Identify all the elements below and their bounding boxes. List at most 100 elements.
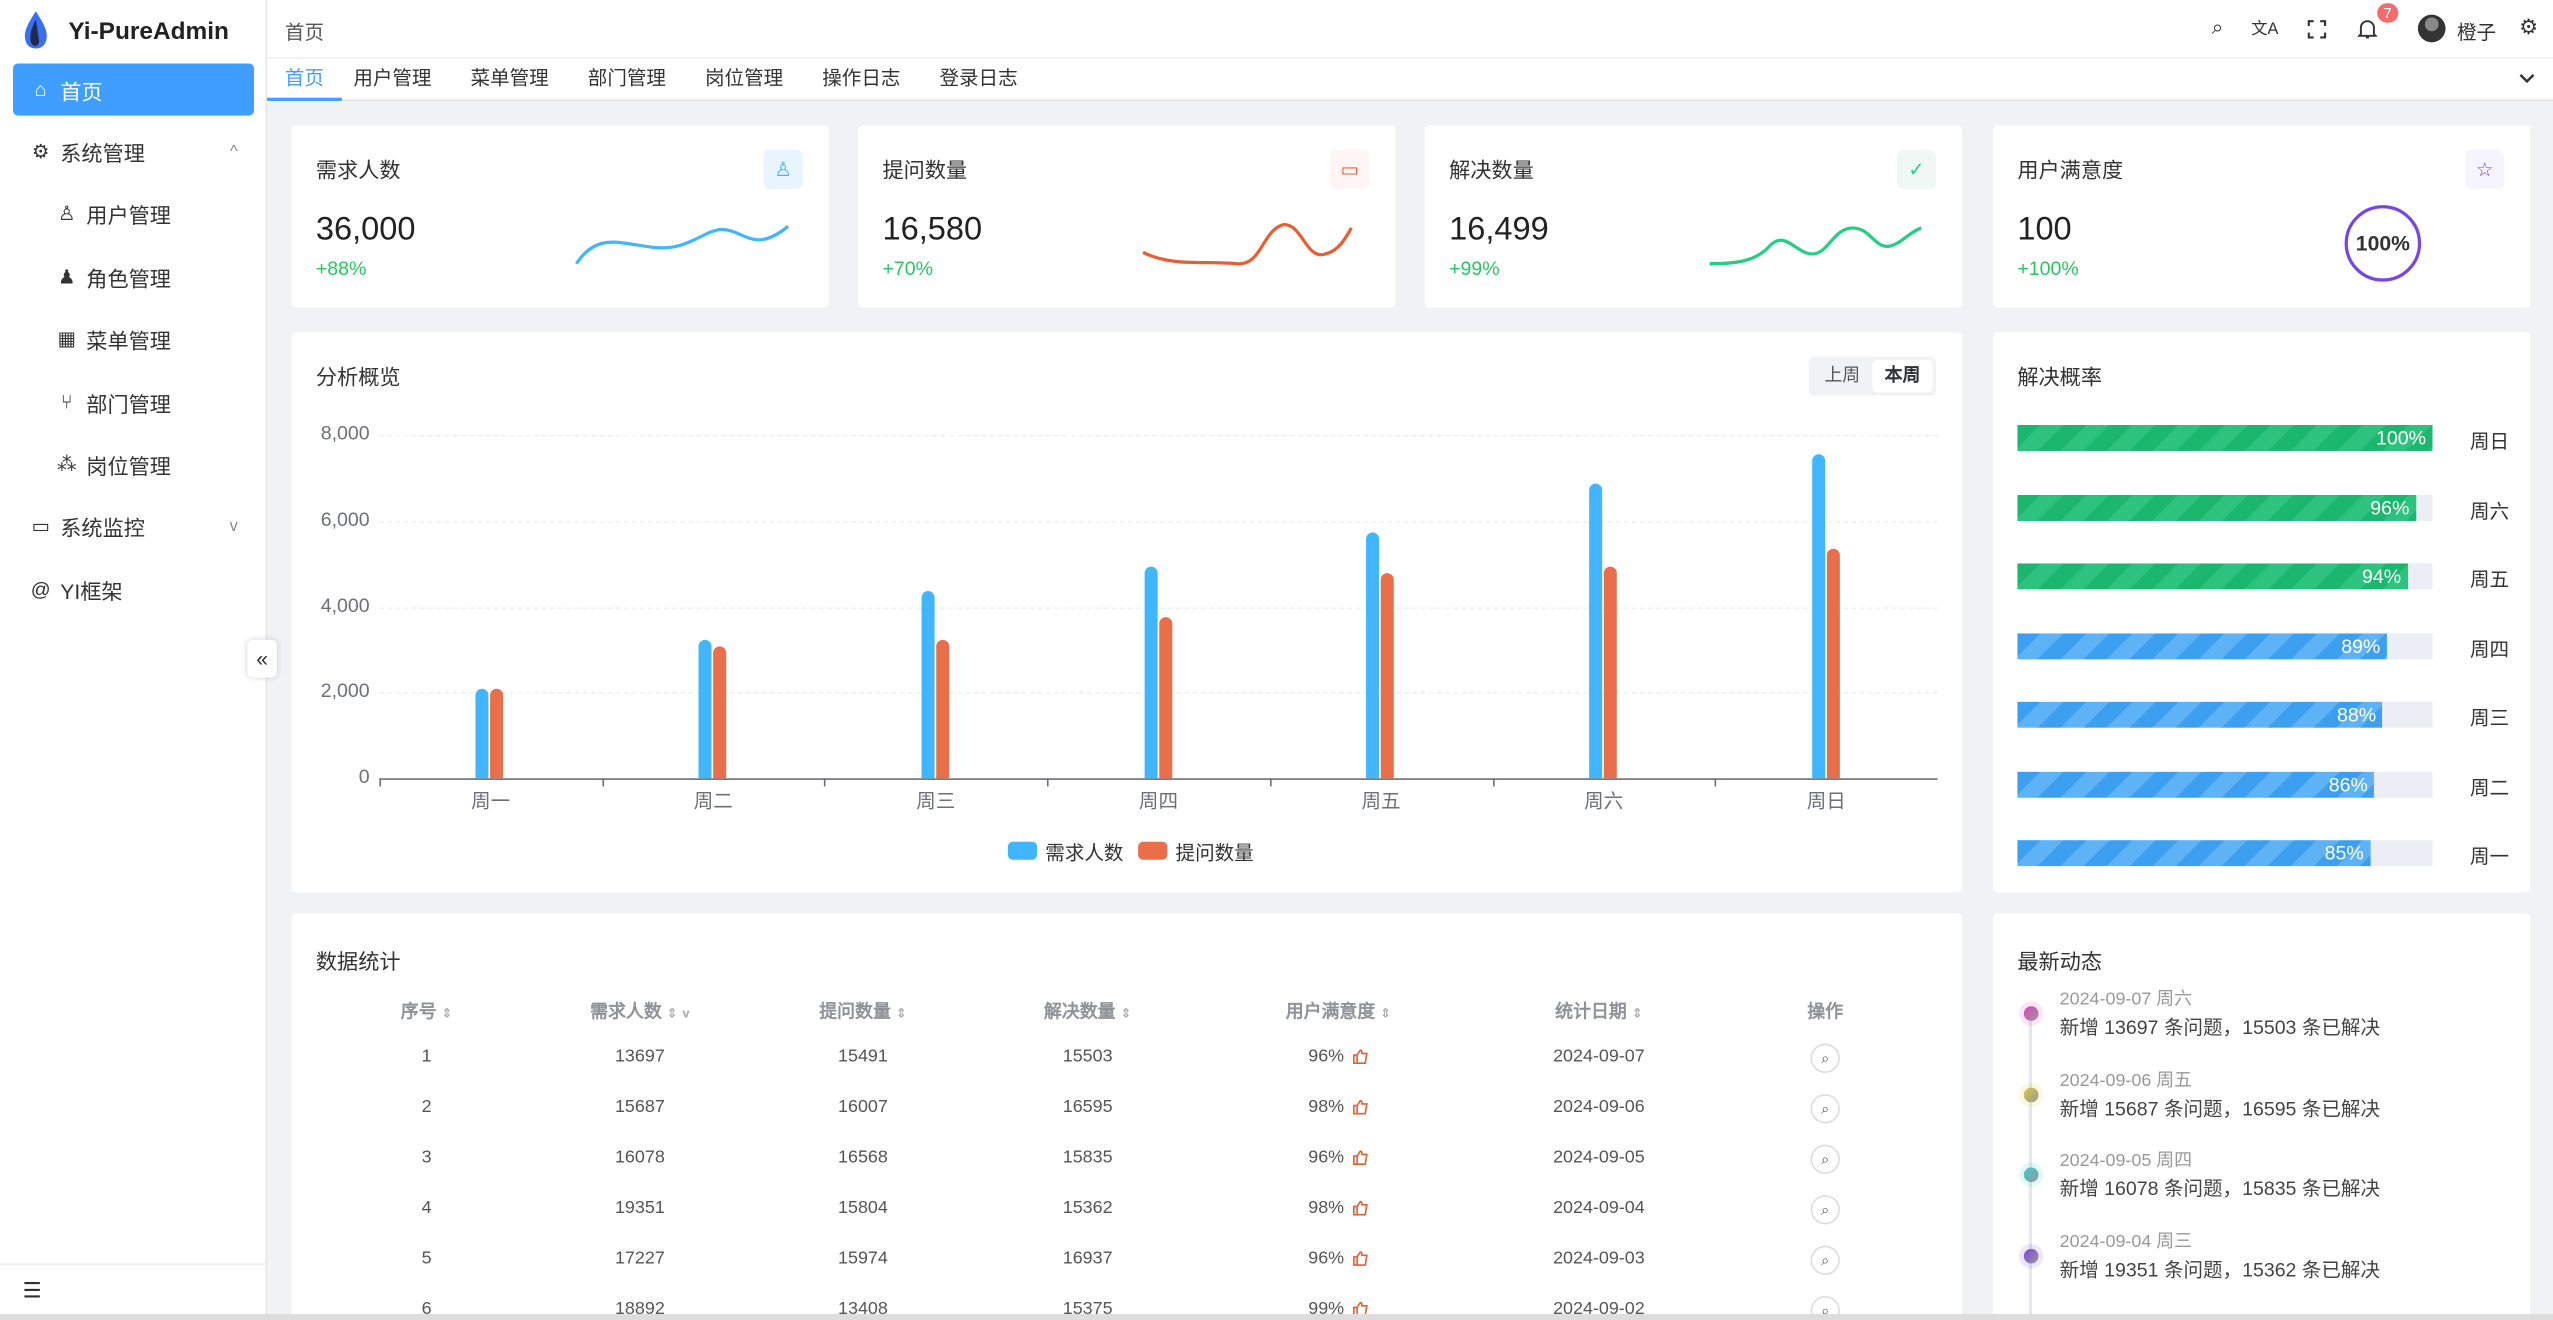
stat-title: 需求人数 (315, 157, 401, 183)
view-button[interactable]: ⌕ (1810, 1144, 1840, 1174)
sidebar-item-roles[interactable]: ♟ 角色管理 (13, 251, 254, 303)
filter-chevron-icon[interactable]: v (682, 1006, 690, 1021)
sort-icon[interactable]: ⇕ (666, 1006, 678, 1021)
tab-users[interactable]: 用户管理 (353, 66, 432, 90)
week-segmented: 上周 本周 (1808, 356, 1936, 396)
view-button[interactable]: ⌕ (1810, 1094, 1840, 1124)
bar-questions[interactable] (1603, 566, 1617, 779)
bar-questions[interactable] (1381, 573, 1395, 779)
bar-demand[interactable] (1588, 483, 1603, 779)
sidebar-item-system[interactable]: ⚙ 系统管理 ^ (13, 125, 254, 177)
column-header[interactable]: 序号 ⇕ (401, 998, 453, 1024)
users-icon: ♙ (763, 149, 803, 189)
sort-icon[interactable]: ⇕ (1631, 1006, 1643, 1021)
view-button[interactable]: ⌕ (1810, 1245, 1840, 1275)
sidebar-item-menus[interactable]: ▦ 菜单管理 (13, 313, 254, 365)
legend-label[interactable]: 提问数量 (1175, 841, 1254, 865)
progress-fill: 100% (2017, 424, 2433, 452)
bar-demand[interactable] (921, 591, 935, 779)
gear-icon: ⚙ (31, 140, 50, 163)
bar-questions[interactable] (713, 646, 727, 779)
y-tick-label: 6,000 (320, 507, 370, 531)
legend-label[interactable]: 需求人数 (1045, 841, 1124, 865)
sidebar-item-users[interactable]: ♙ 用户管理 (13, 187, 254, 239)
horizontal-scrollbar[interactable] (0, 1313, 2553, 1320)
satisfaction-cell: 96% (1308, 1047, 1368, 1066)
table-cell: 2024-09-06 (1553, 1097, 1645, 1117)
sidebar-toggle-button[interactable]: ☰ (0, 1263, 266, 1320)
view-button[interactable]: ⌕ (1810, 1296, 1840, 1320)
sidebar-item-depts[interactable]: ⑂ 部门管理 (13, 376, 254, 428)
y-tick-label: 0 (358, 765, 370, 789)
bar-questions[interactable] (1158, 617, 1172, 779)
translate-icon[interactable]: 文A (2251, 21, 2279, 40)
sort-icon[interactable]: ⇕ (895, 1006, 907, 1021)
search-icon[interactable]: ⌕ (2211, 14, 2224, 40)
username[interactable]: 橙子 (2456, 21, 2497, 44)
y-tick-label: 2,000 (320, 679, 370, 703)
gridline (379, 520, 1938, 523)
tab-depts[interactable]: 部门管理 (587, 66, 666, 90)
tab-loginlog[interactable]: 登录日志 (939, 66, 1018, 90)
tab-posts[interactable]: 岗位管理 (705, 66, 784, 90)
search-icon: ⌕ (1821, 1150, 1830, 1167)
sidebar-item-monitor[interactable]: ▭ 系统监控 v (13, 500, 254, 552)
bar-questions[interactable] (935, 639, 949, 779)
search-icon: ⌕ (1821, 1301, 1830, 1319)
bar-demand[interactable] (475, 688, 490, 779)
bell-icon[interactable] (2357, 18, 2378, 41)
column-header[interactable]: 需求人数 ⇕ v (590, 998, 690, 1024)
progress-fill: 89% (2017, 632, 2387, 659)
bar-demand[interactable] (1366, 532, 1380, 779)
settings-icon[interactable]: ⚙ (2519, 14, 2539, 40)
sidebar-item-home[interactable]: ⌂ 首页 (13, 63, 254, 116)
avatar[interactable] (2417, 14, 2446, 43)
timeline-date: 2024-09-07 周六 (2059, 989, 2193, 1010)
rate-card: 解决概率 (1992, 332, 2531, 893)
collapse-sidebar-button[interactable]: « (247, 639, 277, 678)
bar-demand[interactable] (698, 639, 712, 779)
sort-icon[interactable]: ⇕ (1380, 1006, 1392, 1021)
tabs-bar: 首页 用户管理 菜单管理 部门管理 岗位管理 操作日志 登录日志 (267, 58, 2553, 101)
legend-swatch[interactable] (1007, 841, 1038, 860)
table-title: 数据统计 (315, 949, 401, 974)
table-cell: 2 (421, 1097, 432, 1117)
column-header[interactable]: 解决数量 ⇕ (1044, 998, 1131, 1024)
bar-demand[interactable] (1811, 454, 1825, 779)
logo[interactable]: Yi-PureAdmin (20, 10, 229, 52)
overview-title: 分析概览 (315, 364, 401, 390)
tab-oplog[interactable]: 操作日志 (822, 66, 901, 90)
view-button[interactable]: ⌕ (1810, 1195, 1840, 1225)
column-header[interactable]: 提问数量 ⇕ (819, 998, 906, 1024)
stat-card-solved: 解决数量 ✓ 16,499 +99% (1424, 125, 1962, 308)
sidebar-item-yi[interactable]: @ YI框架 (13, 563, 254, 615)
check-chat-icon: ✓ (1896, 149, 1936, 189)
x-tick (1047, 778, 1049, 787)
sidebar-item-posts[interactable]: ⁂ 岗位管理 (13, 438, 254, 490)
x-axis (379, 778, 1938, 780)
tabs-more-chevron-icon[interactable] (2519, 73, 2535, 84)
column-header[interactable]: 用户满意度 ⇕ (1286, 998, 1391, 1024)
tab-menus[interactable]: 菜单管理 (470, 66, 549, 90)
this-week-button[interactable]: 本周 (1872, 359, 1933, 393)
thumbs-up-icon (1353, 1251, 1368, 1266)
breadcrumb[interactable]: 首页 (284, 21, 325, 44)
column-header[interactable]: 统计日期 ⇕ (1555, 998, 1642, 1024)
satisfaction-cell: 98% (1308, 1198, 1368, 1218)
bar-questions[interactable] (490, 688, 504, 779)
stat-change: +70% (882, 257, 934, 281)
view-button[interactable]: ⌕ (1810, 1043, 1840, 1073)
table-cell: 15804 (838, 1198, 888, 1218)
sort-icon[interactable]: ⇕ (441, 1006, 453, 1021)
timeline-dot (2018, 1081, 2044, 1107)
sort-icon[interactable]: ⇕ (1120, 1006, 1132, 1021)
thumbs-up-icon (1353, 1150, 1368, 1165)
progress-day-label: 周四 (2469, 637, 2510, 661)
tab-home[interactable]: 首页 (267, 59, 342, 101)
fullscreen-icon[interactable] (2307, 20, 2327, 40)
progress-day-label: 周一 (2469, 845, 2510, 868)
bar-questions[interactable] (1826, 548, 1840, 779)
last-week-button[interactable]: 上周 (1824, 366, 1861, 386)
bar-demand[interactable] (1143, 566, 1157, 779)
legend-swatch[interactable] (1138, 841, 1168, 860)
